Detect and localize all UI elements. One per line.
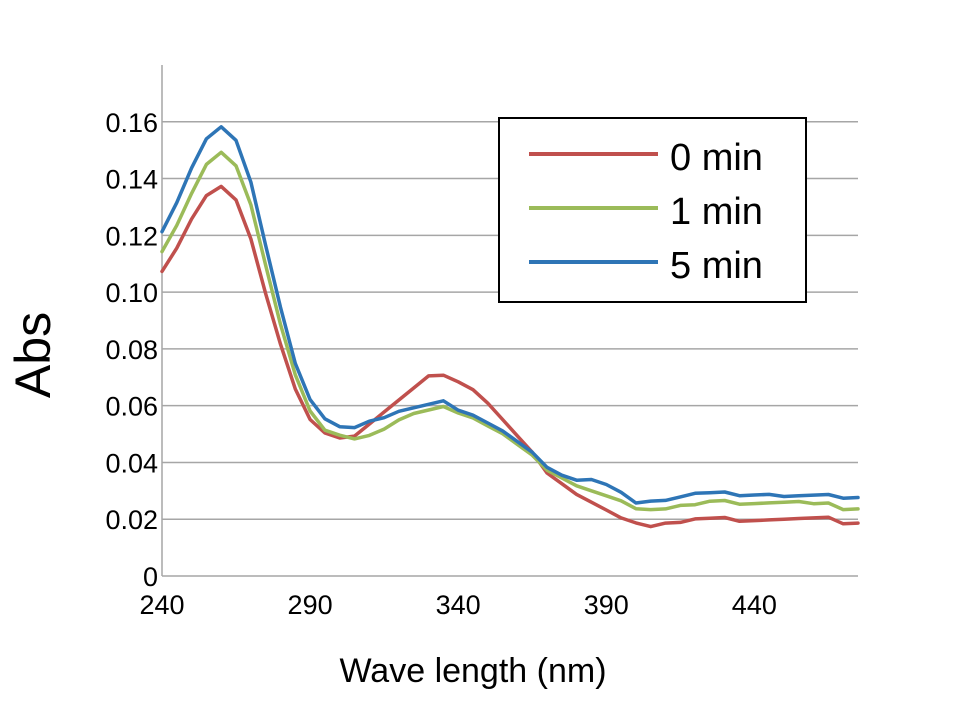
y-tick-label: 0.06	[105, 392, 158, 422]
series-lines	[160, 125, 860, 529]
legend-label-0-min: 0 min	[670, 137, 763, 179]
y-tick-label: 0.08	[105, 335, 158, 365]
y-tick-label: 0.04	[105, 448, 158, 478]
series-line-5-min	[160, 125, 860, 505]
x-tick-labels: 240 290 340 390 440	[139, 590, 776, 620]
y-tick-label: 0.12	[105, 221, 158, 251]
y-tick-label: 0	[143, 562, 158, 592]
y-tick-label: 0.02	[105, 505, 158, 535]
series-line-0-min	[160, 184, 860, 529]
legend-label-1-min: 1 min	[670, 191, 763, 233]
x-tick-label: 240	[139, 590, 184, 620]
x-tick-label: 390	[584, 590, 629, 620]
series-line-1-min	[160, 150, 860, 512]
x-tick-label: 290	[288, 590, 333, 620]
x-tick-label: 440	[732, 590, 777, 620]
y-tick-labels: 0 0.02 0.04 0.06 0.08 0.10 0.12 0.14 0.16	[105, 108, 158, 592]
legend-label-5-min: 5 min	[670, 245, 763, 287]
x-axis-title: Wave length (nm)	[339, 652, 606, 690]
y-tick-label: 0.14	[105, 165, 158, 195]
y-axis-title: Abs	[5, 312, 61, 398]
axes	[161, 65, 858, 577]
legend: 0 min 1 min 5 min	[498, 117, 807, 303]
y-tick-label: 0.16	[105, 108, 158, 138]
x-tick-label: 340	[436, 590, 481, 620]
y-tick-label: 0.10	[105, 278, 158, 308]
